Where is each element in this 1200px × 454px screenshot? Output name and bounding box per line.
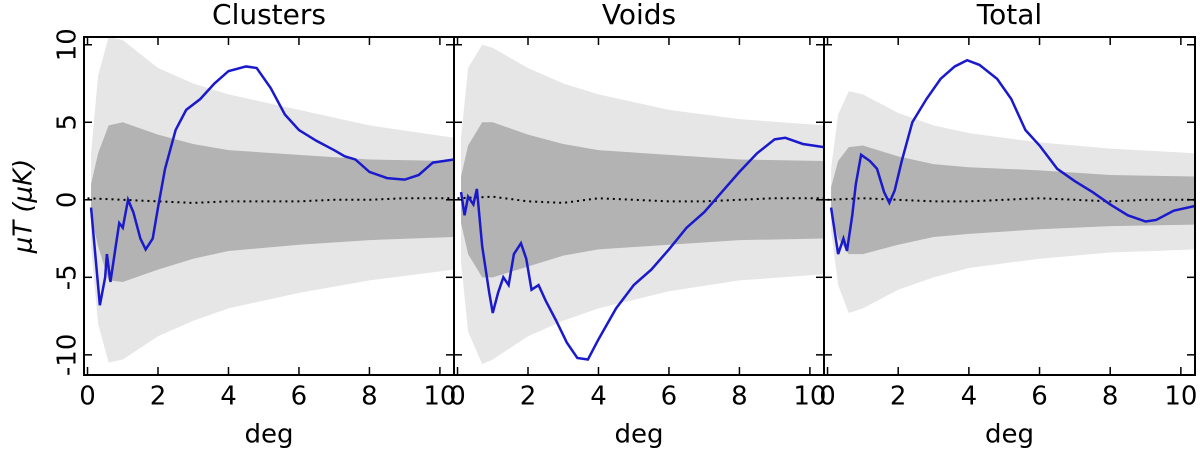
x-axis-label: deg xyxy=(985,420,1034,450)
y-tick-label: -10 xyxy=(53,334,83,376)
plot-area xyxy=(87,37,454,363)
x-tick-label: 2 xyxy=(150,382,167,412)
x-tick-label: 10 xyxy=(1164,382,1197,412)
axes-frame xyxy=(823,36,1196,376)
x-tick-label: 10 xyxy=(423,382,456,412)
plot-area xyxy=(827,58,1195,313)
x-tick-label: 2 xyxy=(520,382,537,412)
x-tick-label: 0 xyxy=(79,382,96,412)
x-tick-label: 4 xyxy=(590,382,607,412)
x-tick-label: 0 xyxy=(819,382,836,412)
band xyxy=(831,145,1195,255)
data-line xyxy=(827,197,1195,203)
band xyxy=(91,122,454,282)
data-line xyxy=(459,136,824,361)
x-tick-label: 8 xyxy=(1102,382,1119,412)
data-line xyxy=(89,65,454,306)
x-tick-label: 4 xyxy=(961,382,978,412)
y-tick-label: 5 xyxy=(53,114,83,131)
x-tick-label: 6 xyxy=(291,382,308,412)
x-axis-label: deg xyxy=(244,420,293,450)
x-tick-label: 6 xyxy=(661,382,678,412)
x-tick-label: 8 xyxy=(361,382,378,412)
band xyxy=(461,122,824,278)
x-tick-label: 2 xyxy=(890,382,907,412)
y-tick-label: 10 xyxy=(53,28,83,61)
panel-title: Clusters xyxy=(212,0,326,31)
x-axis-label: deg xyxy=(614,420,663,450)
x-tick-label: 6 xyxy=(1031,382,1048,412)
panel-title: Voids xyxy=(602,0,676,31)
y-axis-label: μT (μK) xyxy=(9,159,39,255)
data-line xyxy=(457,195,824,204)
x-tick-label: 8 xyxy=(731,382,748,412)
y-tick-label: -5 xyxy=(53,264,83,290)
plot-area xyxy=(457,44,824,365)
x-tick-label: 4 xyxy=(220,382,237,412)
x-tick-label: 10 xyxy=(793,382,826,412)
panel-title: Total xyxy=(976,0,1042,31)
data-line xyxy=(829,58,1195,255)
y-tick-label: 0 xyxy=(53,192,83,209)
x-tick-label: 0 xyxy=(449,382,466,412)
